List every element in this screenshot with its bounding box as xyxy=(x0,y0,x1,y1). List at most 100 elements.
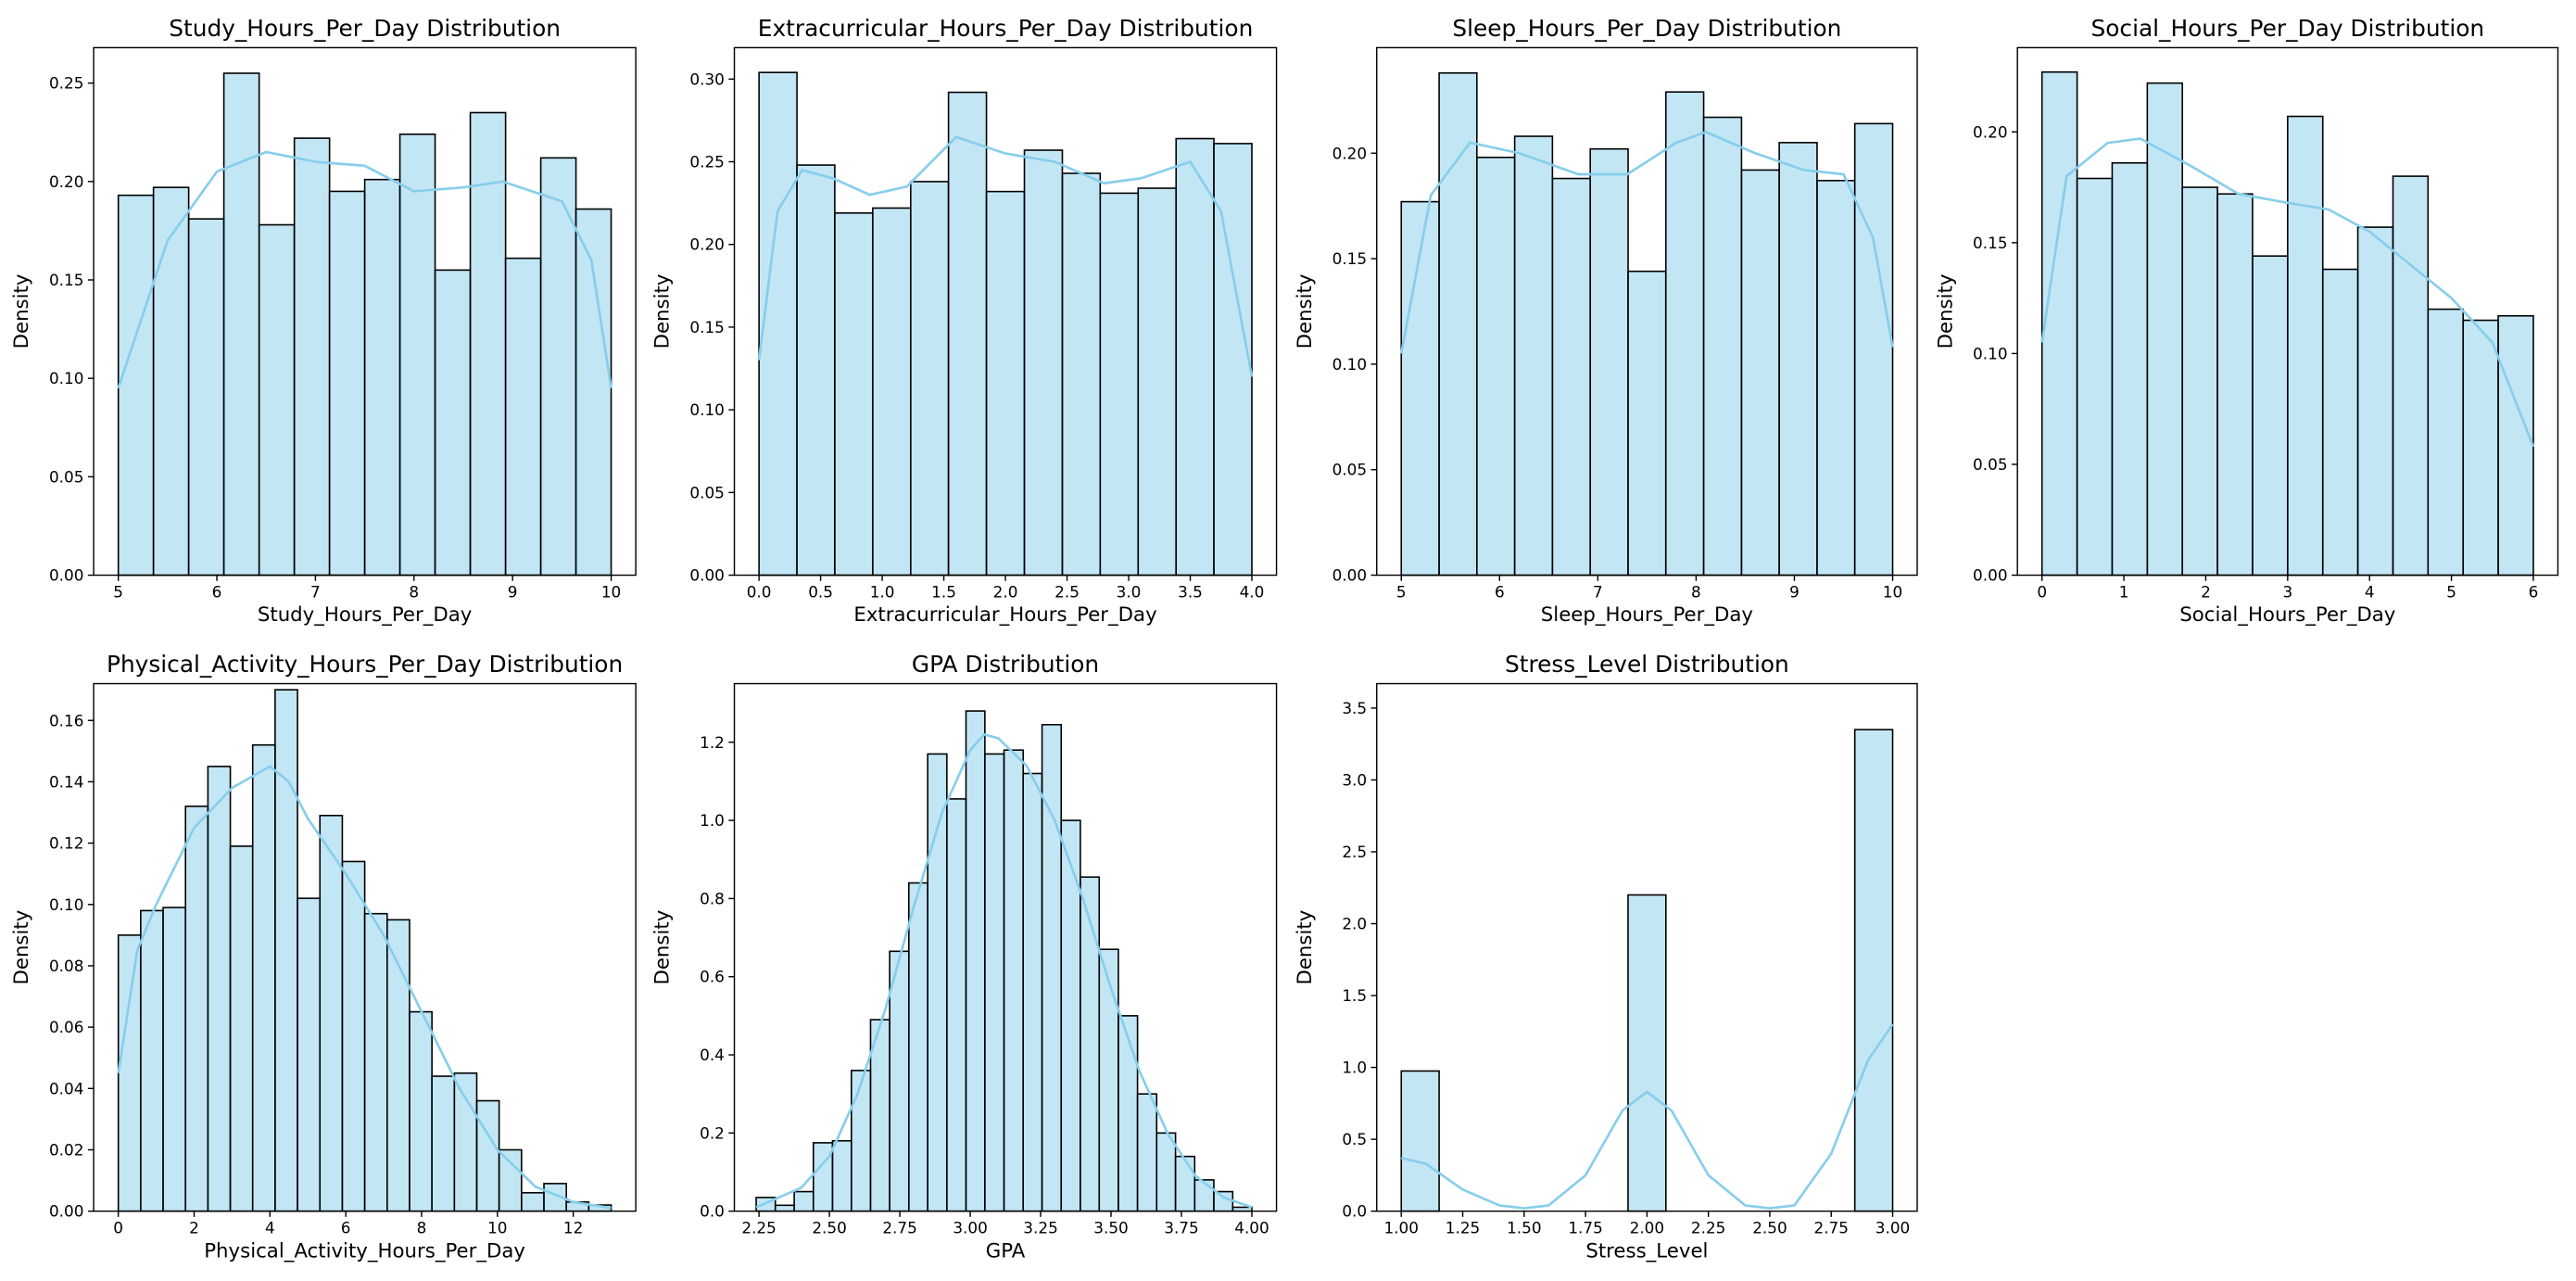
y-tick-label: 1.5 xyxy=(1342,986,1367,1005)
bar xyxy=(453,1072,478,1212)
x-axis-label: Extracurricular_Hours_Per_Day xyxy=(853,603,1156,627)
x-tick-label: 8 xyxy=(409,582,419,601)
bar xyxy=(1136,1093,1158,1212)
bar xyxy=(2287,115,2324,577)
x-tick-label: 2.5 xyxy=(1054,582,1080,601)
x-tick-label: 0.0 xyxy=(747,582,772,601)
histogram-panel: 0.0 0.5 1.0 1.5 2.0 2.5 3.0 3.5 4.0 0.00 0.05 0.10 0… xyxy=(651,15,1278,627)
bar xyxy=(946,798,967,1212)
bar xyxy=(831,1139,852,1212)
y-tick-label: 0.05 xyxy=(1973,455,2007,474)
bar xyxy=(1627,270,1667,577)
x-axis-label: Sleep_Hours_Per_Day xyxy=(1541,603,1753,627)
bar xyxy=(1664,91,1705,577)
bar xyxy=(1213,1190,1234,1212)
x-tick-label: 2.25 xyxy=(741,1219,776,1237)
x-tick-label: 2.00 xyxy=(1630,1219,1664,1237)
bar xyxy=(1080,876,1101,1212)
bar xyxy=(363,178,401,577)
x-tick-label: 1.5 xyxy=(931,582,956,601)
x-tick-label: 10 xyxy=(487,1219,507,1237)
x-tick-label: 10 xyxy=(1883,582,1902,601)
bar xyxy=(575,208,612,577)
y-tick-label: 1.2 xyxy=(700,733,725,752)
x-tick-label: 1.25 xyxy=(1446,1219,1480,1237)
bar xyxy=(1213,143,1253,577)
y-tick-label: 3.5 xyxy=(1342,699,1367,717)
y-tick-label: 0.12 xyxy=(49,834,83,853)
histogram-panel: 0 1 2 3 4 5 6 0.00 0.05 0.10 0.15 0.20 Social_Hours_… xyxy=(1934,15,2559,627)
bar xyxy=(409,1010,433,1212)
x-tick-label: 5 xyxy=(1396,582,1407,601)
x-tick-label: 3.00 xyxy=(953,1219,987,1237)
bar xyxy=(1589,147,1629,577)
y-tick-label: 0.10 xyxy=(1973,344,2007,362)
bar xyxy=(774,1204,795,1212)
y-tick-label: 1.0 xyxy=(700,811,725,830)
chart-title: Stress_Level Distribution xyxy=(1505,651,1789,678)
y-tick-label: 0.15 xyxy=(689,318,724,336)
bar xyxy=(1778,142,1818,577)
bar xyxy=(539,157,577,577)
histogram-panel: 1.00 1.25 1.50 1.75 2.00 2.25 2.50 2.75 3.00 0.0 0… xyxy=(1294,651,1918,1262)
y-tick-label: 0.6 xyxy=(700,968,725,986)
bar xyxy=(319,815,344,1212)
bar xyxy=(184,805,209,1212)
x-tick-label: 1 xyxy=(2119,582,2129,601)
bar xyxy=(1155,1132,1177,1212)
bar xyxy=(1023,149,1064,577)
y-tick-label: 0.15 xyxy=(1332,249,1367,268)
bar xyxy=(2111,161,2149,577)
bar xyxy=(475,1099,500,1212)
y-tick-label: 0.30 xyxy=(689,70,724,88)
x-tick-label: 3.50 xyxy=(1093,1219,1128,1237)
y-tick-label: 0.15 xyxy=(49,271,83,289)
y-axis-label: Density xyxy=(651,274,675,349)
bar xyxy=(965,710,986,1212)
bar xyxy=(1702,116,1743,577)
bar xyxy=(758,71,798,577)
bar xyxy=(117,934,142,1212)
bar xyxy=(1400,200,1440,577)
x-axis-label: Physical_Activity_Hours_Per_Day xyxy=(204,1239,525,1262)
x-axis-label: Stress_Level xyxy=(1585,1239,1708,1262)
bar xyxy=(851,1070,872,1212)
x-tick-label: 12 xyxy=(563,1219,583,1237)
y-tick-label: 0.20 xyxy=(1973,122,2007,141)
bar xyxy=(1099,192,1140,577)
y-tick-label: 3.0 xyxy=(1342,770,1367,789)
x-tick-label: 8 xyxy=(1691,582,1701,601)
bar xyxy=(187,218,225,577)
bar xyxy=(140,909,164,1212)
y-tick-label: 0.06 xyxy=(49,1018,83,1036)
y-tick-label: 0.0 xyxy=(1342,1202,1367,1221)
bar xyxy=(385,919,410,1212)
x-tick-label: 10 xyxy=(601,582,621,601)
x-tick-label: 2.50 xyxy=(812,1219,846,1237)
x-tick-label: 6 xyxy=(341,1219,351,1237)
bar xyxy=(1438,71,1478,577)
x-tick-label: 2 xyxy=(189,1219,199,1237)
bar xyxy=(984,753,1005,1212)
kde-line xyxy=(2040,137,2535,448)
chart-title: Social_Hours_Per_Day Distribution xyxy=(2090,15,2484,42)
y-tick-label: 0.5 xyxy=(1342,1130,1367,1148)
bar xyxy=(2497,314,2534,577)
histogram-panel: 0 2 4 6 8 10 12 0.00 0.02 0.04 0.06 0.08 0.10 0.12 0.1… xyxy=(10,651,637,1262)
x-tick-label: 1.0 xyxy=(870,582,895,601)
bar xyxy=(985,190,1026,577)
bar xyxy=(251,743,276,1212)
x-tick-label: 4 xyxy=(2365,582,2375,601)
y-tick-label: 0.02 xyxy=(49,1141,83,1160)
axes-frame xyxy=(1376,46,1918,577)
bar xyxy=(1853,729,1894,1212)
bar xyxy=(117,194,155,577)
y-tick-label: 0.05 xyxy=(49,467,83,486)
x-tick-label: 4.0 xyxy=(1240,582,1265,601)
y-tick-label: 0.00 xyxy=(49,1202,83,1221)
chart-title: Study_Hours_Per_Day Distribution xyxy=(169,15,561,42)
x-tick-label: 3 xyxy=(2282,582,2292,601)
bar xyxy=(2252,255,2289,577)
bar xyxy=(504,257,542,577)
y-axis-label: Density xyxy=(1934,274,1957,349)
